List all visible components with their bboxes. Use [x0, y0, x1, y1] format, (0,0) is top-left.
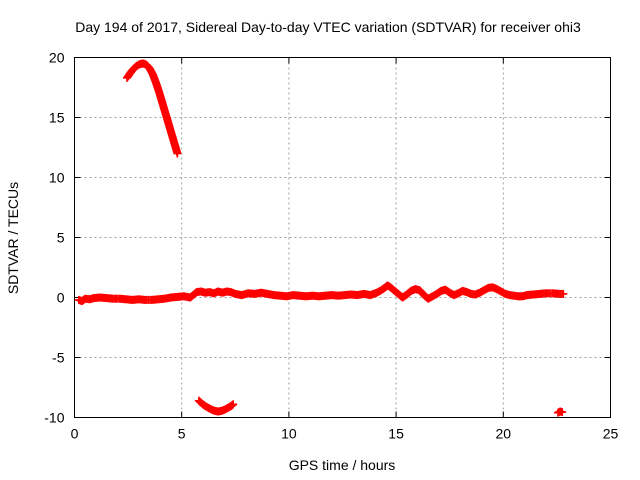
y-tick-label: 10 [49, 170, 65, 186]
x-axis-label: GPS time / hours [289, 457, 396, 473]
grid-layer [74, 57, 611, 418]
series-high-arc [123, 59, 182, 158]
x-tick-label: 15 [388, 426, 404, 442]
series-late-points [553, 407, 567, 417]
chart-title: Day 194 of 2017, Sidereal Day-to-day VTE… [75, 19, 581, 35]
x-tick-label: 5 [178, 426, 186, 442]
y-axis-label: SDTVAR / TECUs [5, 182, 21, 294]
y-tick-label: -10 [44, 410, 64, 426]
plot-frame [74, 57, 611, 418]
x-tick-label: 20 [496, 426, 512, 442]
series-low-arc [194, 396, 238, 416]
y-tick-label: 0 [57, 290, 65, 306]
x-tick-label: 0 [71, 426, 79, 442]
y-tick-label: 5 [57, 230, 65, 246]
series-baseline [74, 281, 568, 306]
tick-layer: 0 5 10 15 20 25 -10 -5 0 5 10 15 20 [44, 50, 618, 442]
data-layer [74, 59, 568, 417]
x-tick-label: 25 [603, 426, 619, 442]
y-tick-label: 15 [49, 110, 65, 126]
y-tick-label: -5 [52, 350, 65, 366]
x-tick-label: 10 [281, 426, 297, 442]
y-tick-label: 20 [49, 50, 65, 66]
